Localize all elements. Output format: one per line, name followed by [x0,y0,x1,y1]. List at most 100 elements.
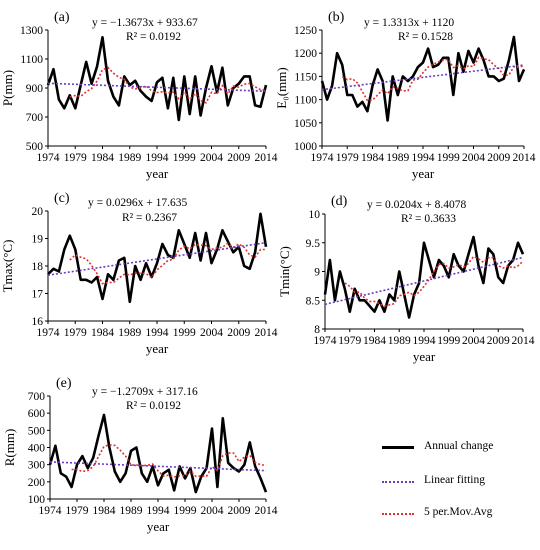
panel-label: (b) [328,10,345,25]
x-tick-label: 1989 [388,335,411,347]
moving-average-line [69,66,267,104]
panel-label: (e) [56,376,72,391]
y-tick-label: 1050 [294,118,317,130]
linear-fit-line [321,64,525,91]
r-squared: R² = 0.2367 [122,212,177,224]
x-tick-label: 1999 [173,327,196,339]
panel-c: 16 17 18 19 20 1974 1979 1984 1989 1994 1999 2004 20… [0,191,278,356]
legend-item-moving: 5 per.Mov.Avg [380,504,530,524]
x-tick-label: 2004 [200,152,223,164]
x-tick-label: 2004 [462,152,485,164]
x-tick-label: 2009 [228,505,251,517]
y-tick-label: 1000 [294,141,317,153]
x-tick-label: 1984 [363,335,386,347]
x-tick-label: 2009 [487,152,510,164]
y-axis-label: R(mm) [2,429,17,467]
y-tick-label: 600 [28,408,46,420]
y-tick-label: 8.5 [306,295,321,307]
y-tick-label: 9.5 [306,238,321,250]
x-tick-label: 2009 [487,335,510,347]
y-axis-label: Tmin(°C) [277,246,292,297]
x-tick-label: 1999 [437,152,460,164]
x-tick-label: 1974 [314,335,337,347]
x-tick-label: 1979 [336,152,359,164]
legend-label-annual: Annual change [424,440,494,452]
x-tick-label: 1989 [118,327,141,339]
x-tick-label: 2014 [513,152,536,164]
y-axis-label: E₀(mm) [274,67,289,108]
r-squared: R² = 0.3633 [401,213,456,225]
x-tick-label: 1989 [120,505,143,517]
x-tick-label: 2014 [255,327,278,339]
legend-label-linear: Linear fitting [424,474,485,486]
trend-equation: y = 0.0204x + 8.4078 [367,199,466,211]
x-tick-label: 1974 [37,152,60,164]
x-tick-label: 1984 [91,152,114,164]
x-tick-label: 2014 [255,152,278,164]
legend: Annual change Linear fitting 5 per.Mov.A… [380,432,530,532]
y-tick-label: 300 [28,460,46,472]
x-tick-label: 1999 [437,335,460,347]
annual-change-line [320,35,526,122]
y-tick-label: 1100 [294,95,317,107]
moving-average-line [71,443,267,478]
y-tick-label: 400 [28,443,46,455]
panel-b: 1000 1050 1100 1150 1200 1250 1974 1979 1984 1989… [274,10,536,181]
x-axis-label: year [146,166,169,181]
panel-e: 100 200 300 400 500 600 700 1974 1979 1984 1989 199… [2,376,278,534]
panel-label: (a) [54,10,70,25]
x-tick-label: 1974 [37,327,60,339]
legend-item-linear: Linear fitting [380,472,530,492]
y-axis-label: Tmax(°C) [0,240,15,293]
x-tick-label: 2004 [462,335,485,347]
annual-change-line [46,35,268,122]
moving-average-line [344,255,524,307]
linear-fit-line [47,241,267,277]
y-tick-label: 10 [309,209,321,221]
legend-item-annual: Annual change [380,438,530,458]
x-tick-label: 1994 [412,152,435,164]
x-tick-label: 1984 [93,505,116,517]
y-tick-label: 20 [32,206,44,218]
x-tick-label: 2009 [227,327,250,339]
x-tick-label: 1994 [413,335,436,347]
linear-fit-line [324,256,524,306]
moving-average-line [69,242,266,285]
x-tick-label: 1979 [338,335,361,347]
x-tick-label: 2009 [227,152,250,164]
r-squared: R² = 0.0192 [126,400,181,412]
y-tick-label: 1300 [20,25,43,37]
x-tick-label: 2014 [512,335,535,347]
y-tick-label: 1100 [20,54,43,66]
legend-swatch-linear [382,481,414,483]
x-tick-label: 1984 [361,152,384,164]
r-squared: R² = 0.1528 [398,31,453,43]
y-tick-label: 700 [26,112,44,124]
x-tick-label: 1979 [64,327,87,339]
y-tick-label: 1250 [294,25,317,37]
linear-fit-line [49,461,267,472]
x-tick-label: 1994 [146,152,169,164]
y-tick-label: 200 [28,477,46,489]
x-tick-label: 1979 [64,152,87,164]
legend-label-moving: 5 per.Mov.Avg [424,506,493,518]
panel-label: (c) [54,191,70,206]
y-tick-label: 19 [32,234,44,246]
y-tick-label: 900 [26,83,44,95]
trend-equation: y = −1.2709x + 317.16 [92,386,198,398]
y-tick-label: 18 [32,261,44,273]
x-tick-label: 1999 [173,152,196,164]
y-tick-label: 500 [28,425,46,437]
y-tick-label: 1150 [294,71,317,83]
x-tick-label: 2004 [201,505,224,517]
y-tick-label: 1200 [294,48,317,60]
x-tick-label: 1989 [118,152,141,164]
y-tick-label: 9 [314,267,320,279]
y-axis-label: P(mm) [0,70,15,106]
x-tick-label: 1994 [147,505,170,517]
legend-swatch-annual [382,446,414,449]
legend-swatch-moving [382,513,414,515]
y-tick-label: 700 [28,391,46,403]
x-tick-label: 2014 [255,505,278,517]
